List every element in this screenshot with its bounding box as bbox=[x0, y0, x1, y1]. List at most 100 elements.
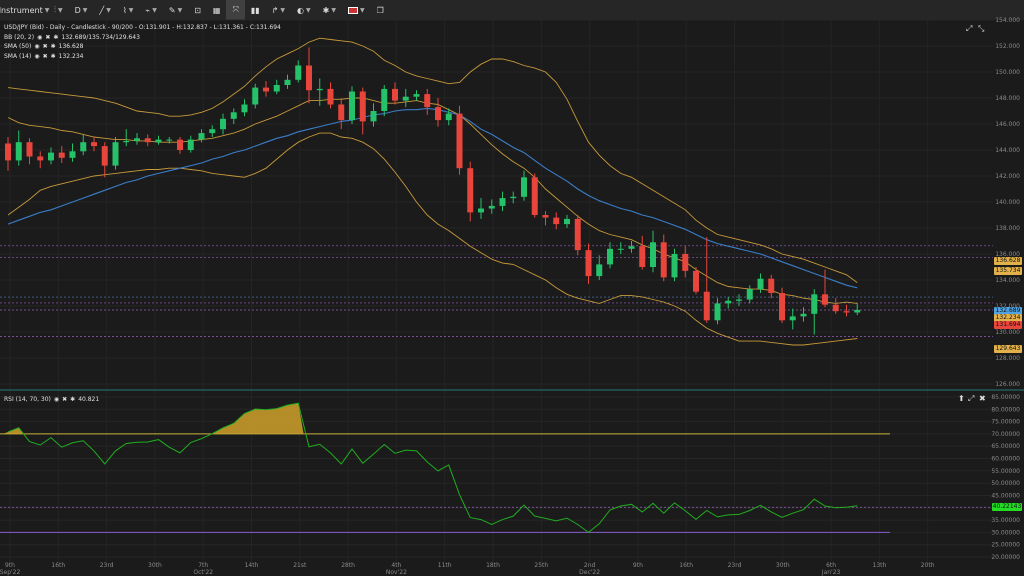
candle-body bbox=[187, 139, 194, 150]
price-tick-label: 134.000 bbox=[995, 277, 1020, 284]
chart-grid-icon: ⤧ bbox=[232, 5, 239, 14]
theme-button[interactable]: ◐ ▼ bbox=[291, 0, 317, 20]
pen-button[interactable]: ✎ ▼ bbox=[163, 0, 188, 20]
date-tick-label: 14th bbox=[245, 562, 259, 569]
rsi-value: 40.821 bbox=[78, 396, 100, 403]
candle-body bbox=[585, 250, 592, 277]
candle-body bbox=[381, 88, 388, 111]
candle-body bbox=[736, 299, 742, 301]
draw-line-button[interactable]: ╱ ▼ bbox=[93, 0, 116, 20]
eye-icon[interactable]: ◉ bbox=[34, 52, 40, 60]
price-legend: USD/JPY (Bid) - Daily - Candlestick - 90… bbox=[4, 23, 281, 61]
candle-body bbox=[134, 138, 140, 141]
date-tick-label: 28th bbox=[341, 562, 355, 569]
candle-type-button[interactable]: ⫶ ▼ bbox=[48, 0, 69, 20]
date-tick-label: 16th bbox=[51, 562, 65, 569]
rsi-tick-label: 25.00000 bbox=[991, 542, 1020, 549]
price-tick-label: 140.000 bbox=[995, 199, 1020, 206]
candle-body bbox=[703, 291, 710, 321]
maximize-icon[interactable]: ⤡ bbox=[978, 24, 985, 33]
bb-label: BB (20, 2) bbox=[4, 33, 35, 41]
candle-body bbox=[402, 96, 409, 101]
candle-body bbox=[392, 88, 398, 101]
close-icon[interactable]: ✖ bbox=[45, 33, 51, 41]
candle-body bbox=[671, 254, 678, 278]
candle-body bbox=[564, 218, 570, 225]
sma50-label: SMA (50) bbox=[4, 43, 32, 50]
price-tick-label: 130.000 bbox=[995, 329, 1020, 336]
instrument-label: Instrument bbox=[0, 5, 43, 15]
gear-icon[interactable]: ✱ bbox=[50, 43, 56, 50]
candle-body bbox=[413, 94, 420, 97]
instrument-selector[interactable]: Instrument ▼ bbox=[0, 0, 49, 20]
share-button[interactable]: ↱ ▼ bbox=[266, 0, 291, 20]
bars-button[interactable]: ▮▮ bbox=[245, 0, 266, 20]
price-tick-label: 152.000 bbox=[995, 43, 1020, 50]
date-tick-label: 18th bbox=[486, 562, 500, 569]
timeframe-selector[interactable]: D ▼ bbox=[69, 0, 94, 20]
move-up-icon[interactable]: ⬆ bbox=[958, 394, 965, 403]
date-tick-label: 30th bbox=[776, 562, 790, 569]
expand-icon[interactable]: ⤢ bbox=[968, 394, 975, 403]
candle-body bbox=[123, 140, 130, 143]
rsi-line bbox=[7, 402, 858, 534]
candle-body bbox=[91, 142, 97, 147]
language-button[interactable]: ▼ bbox=[342, 0, 371, 20]
chevron-down-icon: ▼ bbox=[106, 6, 111, 14]
price-tick-label: 150.000 bbox=[995, 69, 1020, 76]
gear-icon[interactable]: ✱ bbox=[70, 396, 76, 403]
candle-body bbox=[37, 156, 44, 161]
close-icon[interactable]: ✖ bbox=[62, 396, 68, 403]
rsi-tick-label: 20.00000 bbox=[991, 554, 1020, 561]
rsi-tick-label: 45.00000 bbox=[991, 492, 1020, 499]
close-icon[interactable]: ✖ bbox=[42, 43, 48, 50]
rsi-tick-label: 75.00000 bbox=[991, 419, 1020, 426]
eye-icon[interactable]: ◉ bbox=[53, 396, 60, 403]
rsi-tick-label: 60.00000 bbox=[991, 456, 1020, 463]
candle-body bbox=[478, 208, 484, 213]
legend-bb-row: BB (20, 2) ◉ ✖ ✱ 132.689/135.734/129.643 bbox=[4, 33, 281, 43]
popout-button[interactable]: ❐ bbox=[371, 0, 390, 20]
candle-body bbox=[639, 246, 646, 267]
bb-upper-line bbox=[7, 37, 858, 283]
date-tick-label: 30th bbox=[148, 562, 162, 569]
eye-icon[interactable]: ◉ bbox=[37, 33, 43, 41]
chart-background bbox=[0, 20, 1024, 576]
expand-icon[interactable]: ⤢ bbox=[966, 24, 973, 33]
candle-body bbox=[155, 139, 162, 143]
candle-body bbox=[779, 293, 785, 321]
settings-button[interactable]: ✱ ▼ bbox=[317, 0, 342, 20]
sma14-value: 132.234 bbox=[58, 52, 84, 60]
chevron-down-icon: ▼ bbox=[152, 6, 157, 14]
candle-body bbox=[811, 294, 818, 314]
close-icon[interactable]: ✖ bbox=[42, 52, 48, 60]
close-pane-icon[interactable]: ✖ bbox=[979, 394, 986, 403]
rsi-label: RSI (14, 70, 30) bbox=[4, 396, 51, 403]
price-tick-label: 126.000 bbox=[995, 381, 1020, 388]
indicators-button[interactable]: ⌇ ▼ bbox=[117, 0, 140, 20]
toolbar: Instrument ▼ ⫶ ▼ D ▼ ╱ ▼ ⌇ ▼ ⌁ ▼ ✎ ▼ ⊡ ▦ ⤧ ▮▮ ↱… bbox=[0, 0, 1024, 21]
candle-body bbox=[263, 87, 269, 92]
gear-icon[interactable]: ✱ bbox=[50, 52, 56, 60]
candle-body bbox=[48, 152, 54, 161]
candle-body bbox=[80, 142, 87, 152]
popout-icon: ❐ bbox=[376, 5, 384, 15]
layout-button[interactable]: ▦ bbox=[207, 0, 227, 20]
candle-body bbox=[617, 248, 624, 250]
fit-button[interactable]: ⊡ bbox=[188, 0, 207, 20]
price-tick-label: 136.000 bbox=[995, 251, 1020, 258]
price-tick-label: 146.000 bbox=[995, 121, 1020, 128]
candle-body bbox=[241, 104, 248, 113]
eye-icon[interactable]: ◉ bbox=[34, 43, 40, 50]
gear-icon[interactable]: ✱ bbox=[53, 33, 59, 41]
date-tick-label: 23rd bbox=[728, 562, 742, 569]
candle-body bbox=[800, 313, 807, 317]
crosshair-button[interactable]: ⌁ ▼ bbox=[139, 0, 162, 20]
chart-grid-button[interactable]: ⤧ bbox=[226, 0, 245, 20]
candle-body bbox=[467, 168, 474, 213]
candle-body bbox=[607, 248, 613, 265]
date-tick-label: 23rd bbox=[100, 562, 114, 569]
date-tick-label: 7th bbox=[198, 562, 208, 569]
candle-body bbox=[574, 218, 581, 251]
